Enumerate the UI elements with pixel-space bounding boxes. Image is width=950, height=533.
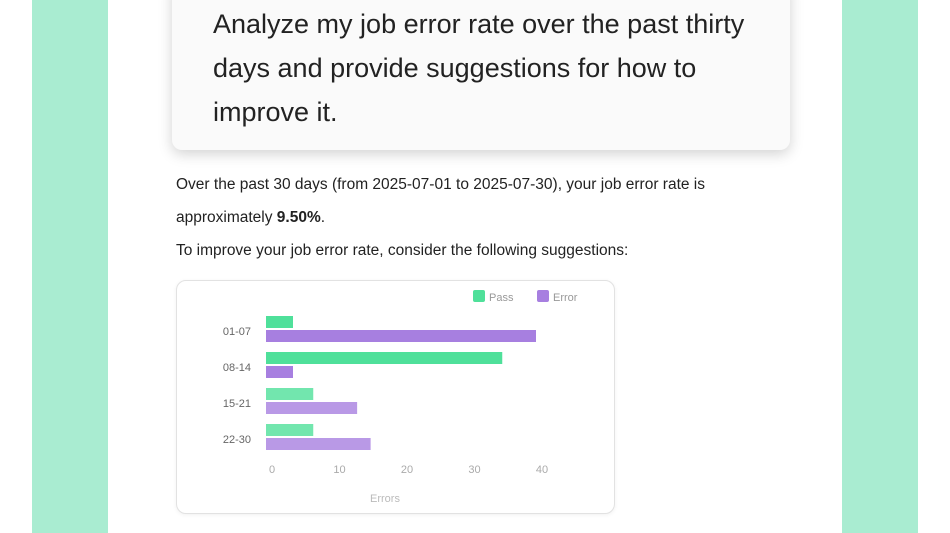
response-suggestions-intro: To improve your job error rate, consider… <box>176 242 629 259</box>
x-tick-label: 0 <box>269 464 275 476</box>
bar-error-08-14 <box>266 366 293 378</box>
legend-label-pass: Pass <box>489 292 514 304</box>
error-rate-value: 9.50% <box>276 209 321 226</box>
category-label: 22-30 <box>223 434 251 446</box>
bar-pass-22-30 <box>266 424 314 436</box>
legend-label-error: Error <box>553 292 578 304</box>
category-label: 01-07 <box>223 326 251 338</box>
assistant-response: Over the past 30 days (from 2025-07-01 t… <box>176 168 796 267</box>
category-label: 08-14 <box>223 362 251 374</box>
bar-pass-01-07 <box>266 316 293 328</box>
x-tick-label: 20 <box>401 464 413 476</box>
bar-pass-08-14 <box>266 352 503 364</box>
category-label: 15-21 <box>223 398 251 410</box>
error-bar-chart: Pass Error 01-07 08-14 15-21 22-30 0 10 20 30 40 Er… <box>223 290 578 505</box>
bar-error-01-07 <box>266 330 536 342</box>
error-chart-card: Pass Error 01-07 08-14 15-21 22-30 0 10 20 30 40 Er… <box>176 280 615 514</box>
user-prompt-card: Analyze my job error rate over the past … <box>172 0 790 150</box>
x-tick-label: 40 <box>536 464 548 476</box>
bar-pass-15-21 <box>266 388 314 400</box>
bar-error-15-21 <box>266 402 358 414</box>
legend-swatch-pass <box>473 290 485 302</box>
response-summary: Over the past 30 days (from 2025-07-01 t… <box>176 176 705 226</box>
prompt-text: Analyze my job error rate over the past … <box>213 9 745 127</box>
bar-error-22-30 <box>266 438 371 450</box>
x-axis-label: Errors <box>370 493 400 505</box>
x-tick-label: 10 <box>333 464 345 476</box>
legend-swatch-error <box>537 290 549 302</box>
x-tick-label: 30 <box>468 464 480 476</box>
